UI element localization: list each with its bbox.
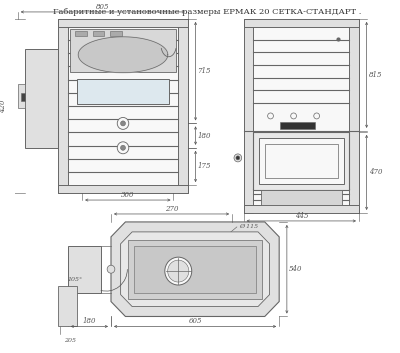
Circle shape [165, 257, 192, 285]
Polygon shape [121, 232, 270, 306]
Bar [349, 19, 359, 213]
Bar [76, 31, 87, 36]
Text: Габаритные и установочные размеры ЕРМАК 20 СЕТКА-СТАНДАРТ .: Габаритные и установочные размеры ЕРМАК … [53, 8, 361, 16]
Bar [259, 138, 344, 184]
Circle shape [117, 118, 129, 130]
Bar [77, 79, 169, 103]
Bar [70, 29, 176, 72]
Text: 105°: 105° [68, 277, 83, 282]
Circle shape [168, 260, 189, 282]
Text: Ø 115: Ø 115 [239, 225, 258, 229]
Bar [58, 19, 188, 27]
Polygon shape [111, 222, 279, 317]
Circle shape [268, 113, 274, 119]
Circle shape [236, 156, 240, 160]
Bar [178, 19, 188, 193]
Circle shape [291, 113, 296, 119]
Bar [58, 19, 68, 193]
Circle shape [234, 154, 242, 162]
Text: 445: 445 [294, 212, 308, 220]
Bar [265, 144, 338, 178]
Bar [58, 286, 77, 326]
Circle shape [107, 265, 115, 273]
Bar [280, 122, 315, 129]
Text: 180: 180 [83, 317, 96, 325]
Bar [18, 84, 24, 108]
Circle shape [117, 142, 129, 154]
Polygon shape [78, 37, 168, 73]
Bar [244, 19, 253, 213]
Text: 175: 175 [198, 162, 211, 170]
Text: 715: 715 [198, 67, 211, 75]
Bar [128, 240, 262, 299]
Circle shape [121, 121, 126, 126]
Text: 270: 270 [165, 205, 178, 213]
Bar [110, 31, 122, 36]
Bar [134, 246, 256, 293]
Bar [253, 27, 349, 205]
Circle shape [121, 145, 126, 150]
Bar [261, 190, 342, 205]
Text: 300: 300 [121, 191, 134, 199]
Text: 815: 815 [368, 71, 382, 79]
Bar [68, 27, 178, 185]
Bar [244, 19, 359, 27]
Text: 540: 540 [289, 265, 302, 273]
Bar [21, 92, 24, 101]
Text: 470: 470 [368, 168, 382, 176]
Text: 180: 180 [198, 132, 211, 139]
Bar [253, 132, 349, 190]
Bar [68, 246, 101, 293]
Text: 420: 420 [0, 99, 7, 113]
Bar [24, 49, 58, 148]
Text: 805: 805 [96, 3, 110, 11]
Bar [244, 205, 359, 213]
Bar [93, 31, 104, 36]
Bar [58, 185, 188, 193]
Text: 205: 205 [64, 339, 76, 343]
Circle shape [314, 113, 320, 119]
Text: 605: 605 [188, 317, 202, 325]
